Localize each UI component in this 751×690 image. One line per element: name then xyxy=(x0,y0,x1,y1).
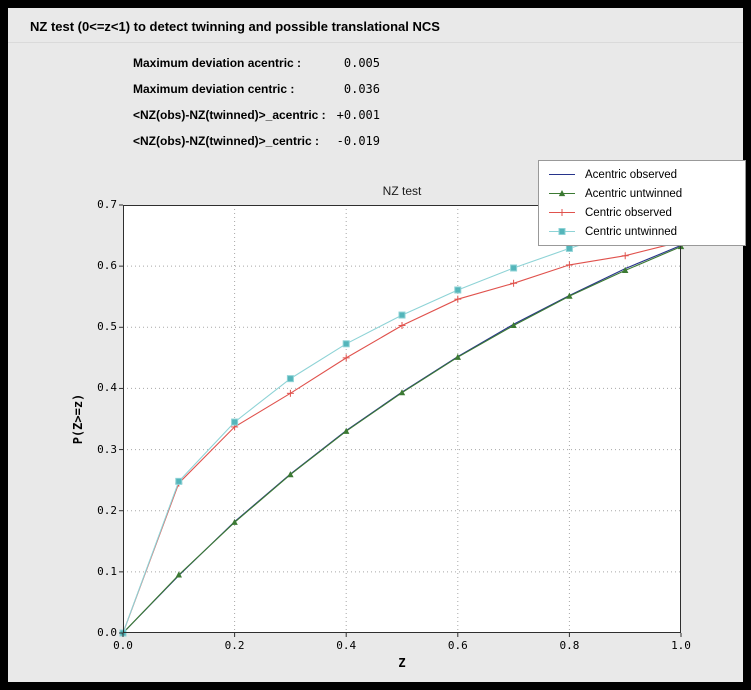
y-tick-label: 0.5 xyxy=(97,320,117,334)
legend-marker-icon xyxy=(549,228,575,235)
x-axis-label: Z xyxy=(398,656,406,670)
y-tick-label: 0.7 xyxy=(97,198,117,211)
y-tick-label: 0.0 xyxy=(97,626,117,639)
stat-label: <NZ(obs)-NZ(twinned)>_acentric : xyxy=(133,108,326,122)
nz-plot xyxy=(119,204,685,637)
stat-value: 0.005 xyxy=(343,56,380,70)
legend-item: Centric untwinned xyxy=(539,222,745,241)
y-tick-label: 0.2 xyxy=(97,503,117,517)
legend-item: Acentric untwinned xyxy=(539,184,745,203)
y-tick-label: 0.4 xyxy=(97,381,117,395)
stat-value: +0.001 xyxy=(336,108,380,122)
stat-value: -0.019 xyxy=(336,134,380,148)
stat-value: 0.036 xyxy=(343,82,380,96)
legend-label: Centric untwinned xyxy=(585,225,678,238)
legend-marker-icon xyxy=(549,209,575,216)
legend-marker-icon xyxy=(549,173,575,176)
stat-label: Maximum deviation centric : xyxy=(133,82,295,96)
chart-title: NZ test xyxy=(382,184,422,198)
x-tick-label: 0.2 xyxy=(224,639,245,652)
legend-label: Acentric untwinned xyxy=(585,187,683,200)
stat-label: <NZ(obs)-NZ(twinned)>_centric : xyxy=(133,134,320,148)
plot-area xyxy=(119,204,685,637)
x-tick-label: 0.0 xyxy=(113,639,133,652)
header-divider xyxy=(8,42,743,43)
legend-label: Centric observed xyxy=(585,206,672,219)
y-tick-label: 0.3 xyxy=(97,442,117,456)
legend-item: Acentric observed xyxy=(539,165,745,184)
series-centric-untwinned xyxy=(119,211,685,637)
series-acentric-observed xyxy=(122,244,682,634)
stat-label: Maximum deviation acentric : xyxy=(133,56,302,70)
x-tick-label: 0.8 xyxy=(559,639,580,652)
x-tick-label: 0.6 xyxy=(447,639,468,652)
y-tick-label: 0.1 xyxy=(97,564,117,578)
series-acentric-untwinned xyxy=(119,243,685,636)
page-title: NZ test (0<=z<1) to detect twinning and … xyxy=(30,19,440,34)
series-centric-observed xyxy=(119,238,685,637)
window-frame: NZ test (0<=z<1) to detect twinning and … xyxy=(8,8,746,682)
x-tick-label: 0.4 xyxy=(336,639,357,652)
legend-marker-icon xyxy=(549,190,575,197)
x-tick-label: 1.0 xyxy=(671,639,691,652)
y-axis-label: P(Z>=z) xyxy=(71,393,85,445)
legend-item: Centric observed xyxy=(539,203,745,222)
legend-label: Acentric observed xyxy=(585,168,678,181)
y-tick-label: 0.6 xyxy=(97,259,117,273)
chart-legend: Acentric observed Acentric untwinned Centr… xyxy=(538,160,746,246)
